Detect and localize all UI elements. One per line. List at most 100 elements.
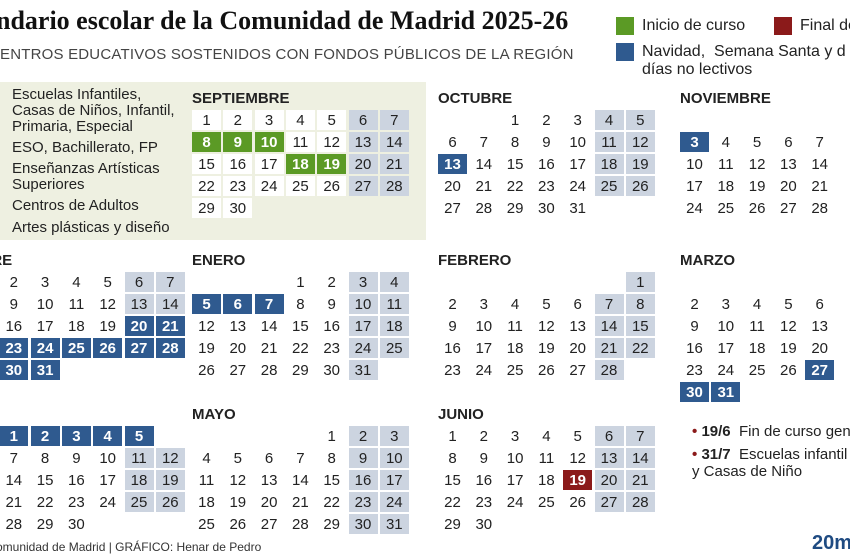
day-cell: 9 — [0, 294, 29, 314]
day-cell: 6 — [805, 294, 835, 314]
day-cell: 26 — [155, 492, 185, 512]
day-cell: 20 — [254, 492, 284, 512]
month-name-mayo: MAYO — [192, 406, 236, 423]
day-cell: 21 — [594, 338, 624, 358]
day-cell: 19 — [223, 492, 253, 512]
day-cell: 18 — [124, 470, 154, 490]
day-cell: 19 — [742, 176, 772, 196]
day-cell: 29 — [192, 198, 221, 218]
day-cell: 8 — [438, 448, 467, 468]
level-item-infantil-primaria: Escuelas Infantiles, Casas de Niños, Inf… — [12, 86, 175, 135]
day-cell: 10 — [379, 448, 409, 468]
day-cell: 3 — [711, 294, 741, 314]
day-cell: 30 — [223, 198, 253, 218]
day-cell: 9 — [469, 448, 499, 468]
day-cell: 23 — [223, 176, 253, 196]
day-cell: 15 — [625, 316, 655, 336]
day-cell: 24 — [30, 338, 60, 358]
day-cell: 1 — [285, 272, 315, 292]
day-cell: 4 — [500, 294, 530, 314]
day-cell: 3 — [254, 110, 284, 130]
day-cell: 20 — [223, 338, 253, 358]
day-cell: 25 — [531, 492, 561, 512]
day-cell: 28 — [254, 360, 284, 380]
day-cell: 20 — [563, 338, 593, 358]
day-cell: 15 — [285, 316, 315, 336]
day-cell: 22 — [30, 492, 60, 512]
day-cell: 4 — [742, 294, 772, 314]
day-cell: 30 — [0, 360, 29, 380]
day-cell: 6 — [223, 294, 253, 314]
day-cell: 17 — [469, 338, 499, 358]
day-cell: 20 — [124, 316, 154, 336]
day-cell: 5 — [625, 110, 655, 130]
day-cell: 6 — [563, 294, 593, 314]
level-item-artisticas: 9 Enseñanzas Artísticas Superiores — [12, 160, 160, 193]
day-cell: 14 — [155, 294, 185, 314]
day-cell: 2 — [348, 426, 378, 446]
day-cell: 7 — [469, 132, 499, 152]
day-cell: 11 — [124, 448, 154, 468]
day-cell: 5 — [223, 448, 253, 468]
day-cell: 4 — [379, 272, 409, 292]
day-cell: 27 — [124, 338, 154, 358]
legend-item-end: Final de — [774, 17, 850, 35]
day-cell: 5 — [317, 110, 347, 130]
day-cell: 31 — [348, 360, 378, 380]
day-cell: 3 — [30, 272, 60, 292]
day-cell: 14 — [625, 448, 655, 468]
day-cell: 24 — [348, 338, 378, 358]
day-cell: 9 — [680, 316, 709, 336]
day-cell: 25 — [192, 514, 221, 534]
day-cell: 7 — [379, 110, 409, 130]
day-cell: 16 — [223, 154, 253, 174]
legend-label-holidays: Navidad, Semana Santa y d días no lectiv… — [642, 43, 846, 78]
day-cell: 11 — [594, 132, 624, 152]
day-cell: 22 — [500, 176, 530, 196]
day-cell: 16 — [469, 470, 499, 490]
day-cell: 7 — [285, 448, 315, 468]
day-cell: 5 — [93, 272, 123, 292]
day-cell: 17 — [379, 470, 409, 490]
day-cell: 18 — [192, 492, 221, 512]
day-cell: 9 — [438, 316, 467, 336]
day-cell: 5 — [773, 294, 803, 314]
brand-logo: 20m — [812, 532, 850, 554]
month-name-febrero: FEBRERO — [438, 252, 512, 269]
day-cell: 26 — [742, 198, 772, 218]
day-cell: 25 — [124, 492, 154, 512]
day-cell: 1 — [0, 426, 29, 446]
day-cell: 20 — [348, 154, 378, 174]
day-cell: 9 — [348, 448, 378, 468]
day-cell: 7 — [625, 426, 655, 446]
day-cell: 30 — [680, 382, 709, 402]
day-cell: 8 — [192, 132, 221, 152]
day-cell: 12 — [531, 316, 561, 336]
day-cell: 29 — [500, 198, 530, 218]
day-cell: 28 — [594, 360, 624, 380]
level-item-artes: 9 Artes plásticas y diseño — [12, 219, 170, 236]
day-cell: 1 — [317, 426, 347, 446]
day-cell: 8 — [500, 132, 530, 152]
day-cell: 3 — [469, 294, 499, 314]
day-cell: 28 — [805, 198, 835, 218]
day-cell: 24 — [563, 176, 593, 196]
day-cell: 25 — [500, 360, 530, 380]
day-cell: 26 — [531, 360, 561, 380]
day-cell: 11 — [531, 448, 561, 468]
day-cell: 8 — [317, 448, 347, 468]
day-cell: 22 — [285, 338, 315, 358]
day-cell: 29 — [285, 360, 315, 380]
legend-item-start: Inicio de curso — [616, 17, 745, 35]
page-subtitle: ENTROS EDUCATIVOS SOSTENIDOS CON FONDOS … — [0, 46, 574, 63]
day-cell: 1 — [438, 426, 467, 446]
day-cell: 10 — [30, 294, 60, 314]
day-cell: 2 — [680, 294, 709, 314]
day-cell: 16 — [531, 154, 561, 174]
day-cell: 20 — [773, 176, 803, 196]
day-cell: 7 — [155, 272, 185, 292]
day-cell: 15 — [500, 154, 530, 174]
day-cell: 17 — [680, 176, 709, 196]
day-cell: 18 — [61, 316, 91, 336]
day-cell: 18 — [285, 154, 315, 174]
